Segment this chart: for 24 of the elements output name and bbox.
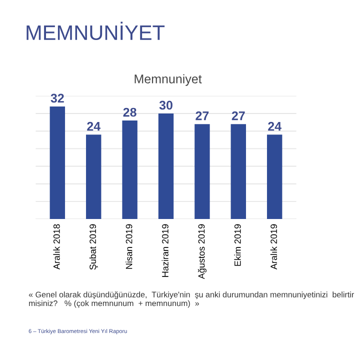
- bar: [266, 134, 282, 220]
- chart-title: MEMNUNİYET: [26, 22, 165, 40]
- chart-subtitle: Memnuniyet: [134, 74, 202, 86]
- data-label: 32: [50, 94, 64, 103]
- bar: [158, 114, 174, 220]
- text: « Genel olarak düşündüğünüzde, Türkiye'nin şu anki durumundan memnuniyetinizi belirtir misiniz? % (çok memnunum + memnunum) »: [28, 291, 354, 308]
- x-tick-label: Aralık 2019: [270, 224, 278, 270]
- x-tick-label: Haziran 2019: [162, 224, 168, 277]
- bar: [86, 134, 102, 220]
- bar: [122, 120, 138, 220]
- data-label: 28: [123, 108, 136, 117]
- x-tick-label: Şubat 2019: [89, 224, 98, 270]
- data-label: 24: [268, 122, 282, 131]
- x-tick-label: Nisan 2019: [126, 224, 132, 269]
- x-tick-label: Ekim 2019: [234, 224, 241, 266]
- bar: [50, 106, 66, 220]
- data-label: 30: [159, 100, 172, 110]
- data-label: 27: [196, 111, 209, 120]
- bar: [194, 124, 210, 220]
- bar: [230, 124, 246, 220]
- x-tick-label: Aralık 2018: [53, 224, 60, 270]
- data-label: 24: [87, 122, 100, 131]
- x-tick-label: Ağustos 2019: [198, 224, 206, 280]
- data-label: 27: [232, 111, 245, 120]
